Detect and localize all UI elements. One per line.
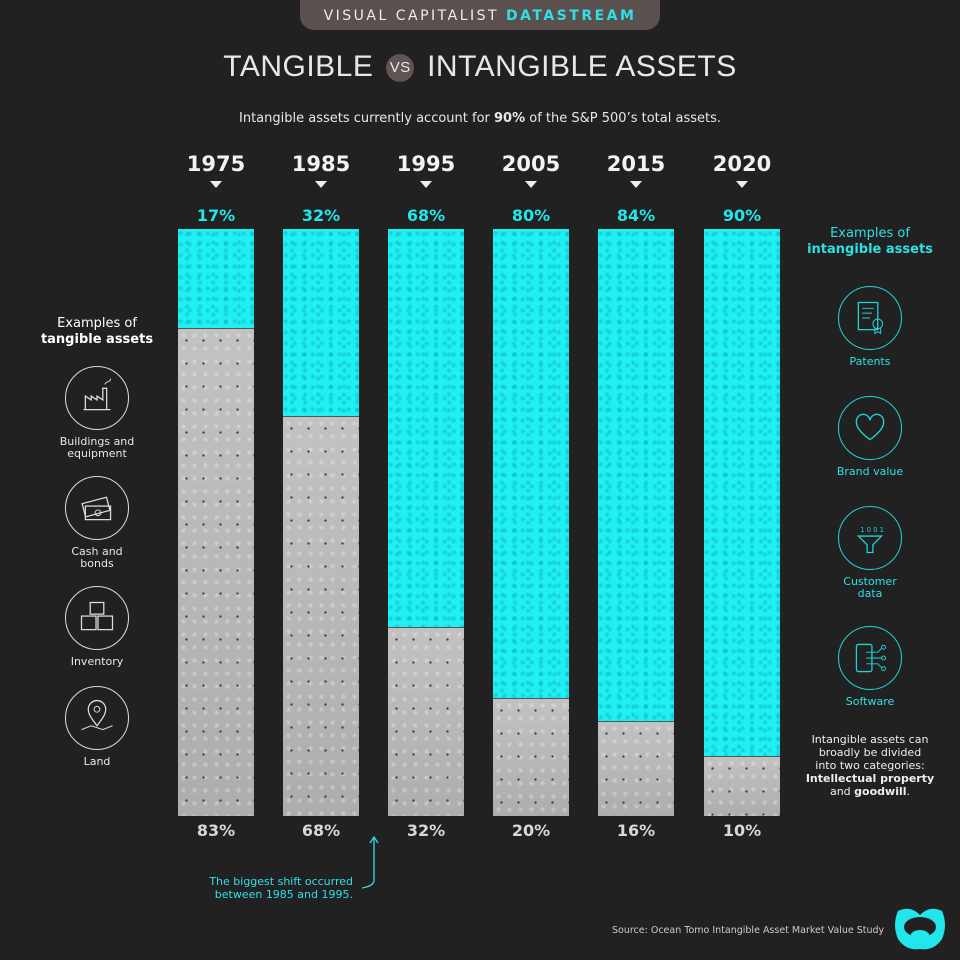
tangible-value-label: 16% — [616, 821, 656, 840]
down-arrow-icon — [736, 181, 748, 188]
intangible-segment — [704, 229, 780, 758]
intangible-value-label: 90% — [722, 206, 762, 225]
intangible-segment — [598, 229, 674, 723]
bar-1975 — [178, 229, 254, 816]
bar-2015 — [598, 229, 674, 816]
bar-1985 — [283, 229, 359, 816]
svg-text:1 0 0 1: 1 0 0 1 — [860, 526, 884, 534]
subtitle: Intangible assets currently account for … — [239, 111, 721, 126]
tangible-segment — [598, 721, 674, 816]
asset-example-label: Inventory — [70, 655, 124, 668]
intangible-segment — [283, 229, 359, 417]
source-text: Source: Ocean Tomo Intangible Asset Mark… — [612, 925, 885, 936]
chart-title: TANGIBLE VS INTANGIBLE ASSETS — [223, 50, 737, 83]
down-arrow-icon — [210, 181, 222, 188]
asset-example-label: Buildings and equipment — [59, 435, 135, 460]
datastream-logo — [895, 908, 945, 950]
phone-circuit-icon — [838, 626, 902, 690]
asset-example-label: Patents — [849, 355, 891, 368]
tangible-value-label: 68% — [301, 821, 341, 840]
asset-example-label: Land — [83, 755, 111, 768]
annotation-arrow — [361, 835, 379, 889]
asset-example-label: Software — [845, 695, 895, 708]
intangible-value-label: 80% — [511, 206, 551, 225]
intangible-value-label: 84% — [616, 206, 656, 225]
intangible-segment — [178, 229, 254, 329]
intangible-value-label: 17% — [196, 206, 236, 225]
tangible-segment — [178, 327, 254, 816]
bar-1995 — [388, 229, 464, 816]
map-pin-icon — [65, 686, 129, 750]
tangible-heading: Examples of tangible assets — [40, 316, 154, 347]
data-funnel-icon: 1 0 0 1 — [838, 506, 902, 570]
asset-example-label: Cash and bonds — [71, 545, 123, 570]
tangible-value-label: 83% — [196, 821, 236, 840]
tangible-value-label: 10% — [722, 821, 762, 840]
intangible-segment — [493, 229, 569, 699]
categories-note: Intangible assets can broadly be divided i… — [805, 733, 935, 798]
heart-icon — [838, 396, 902, 460]
intangible-heading: Examples of intangible assets — [807, 226, 933, 257]
intangible-value-label: 32% — [301, 206, 341, 225]
year-label: 1985 — [291, 152, 351, 176]
bar-2020 — [704, 229, 780, 816]
year-label: 1975 — [186, 152, 246, 176]
tangible-segment — [493, 697, 569, 816]
tangible-segment — [283, 415, 359, 816]
certificate-icon — [838, 286, 902, 350]
bar-2005 — [493, 229, 569, 816]
tangible-segment — [704, 756, 780, 816]
tangible-value-label: 32% — [406, 821, 446, 840]
boxes-icon — [65, 586, 129, 650]
year-label: 2005 — [501, 152, 561, 176]
down-arrow-icon — [630, 181, 642, 188]
shift-annotation: The biggest shift occurred between 1985 a… — [209, 875, 353, 901]
down-arrow-icon — [315, 181, 327, 188]
year-label: 1995 — [396, 152, 456, 176]
intangible-segment — [388, 229, 464, 629]
intangible-value-label: 68% — [406, 206, 446, 225]
year-label: 2015 — [606, 152, 666, 176]
cash-icon — [65, 476, 129, 540]
down-arrow-icon — [420, 181, 432, 188]
asset-example-label: Brand value — [836, 465, 904, 478]
factory-icon — [65, 366, 129, 430]
tangible-value-label: 20% — [511, 821, 551, 840]
asset-example-label: Customer data — [843, 575, 897, 600]
vs-badge: VS — [386, 54, 415, 82]
year-label: 2020 — [712, 152, 772, 176]
tangible-segment — [388, 627, 464, 816]
brand-banner: VISUAL CAPITALIST DATASTREAM — [300, 0, 660, 30]
down-arrow-icon — [525, 181, 537, 188]
